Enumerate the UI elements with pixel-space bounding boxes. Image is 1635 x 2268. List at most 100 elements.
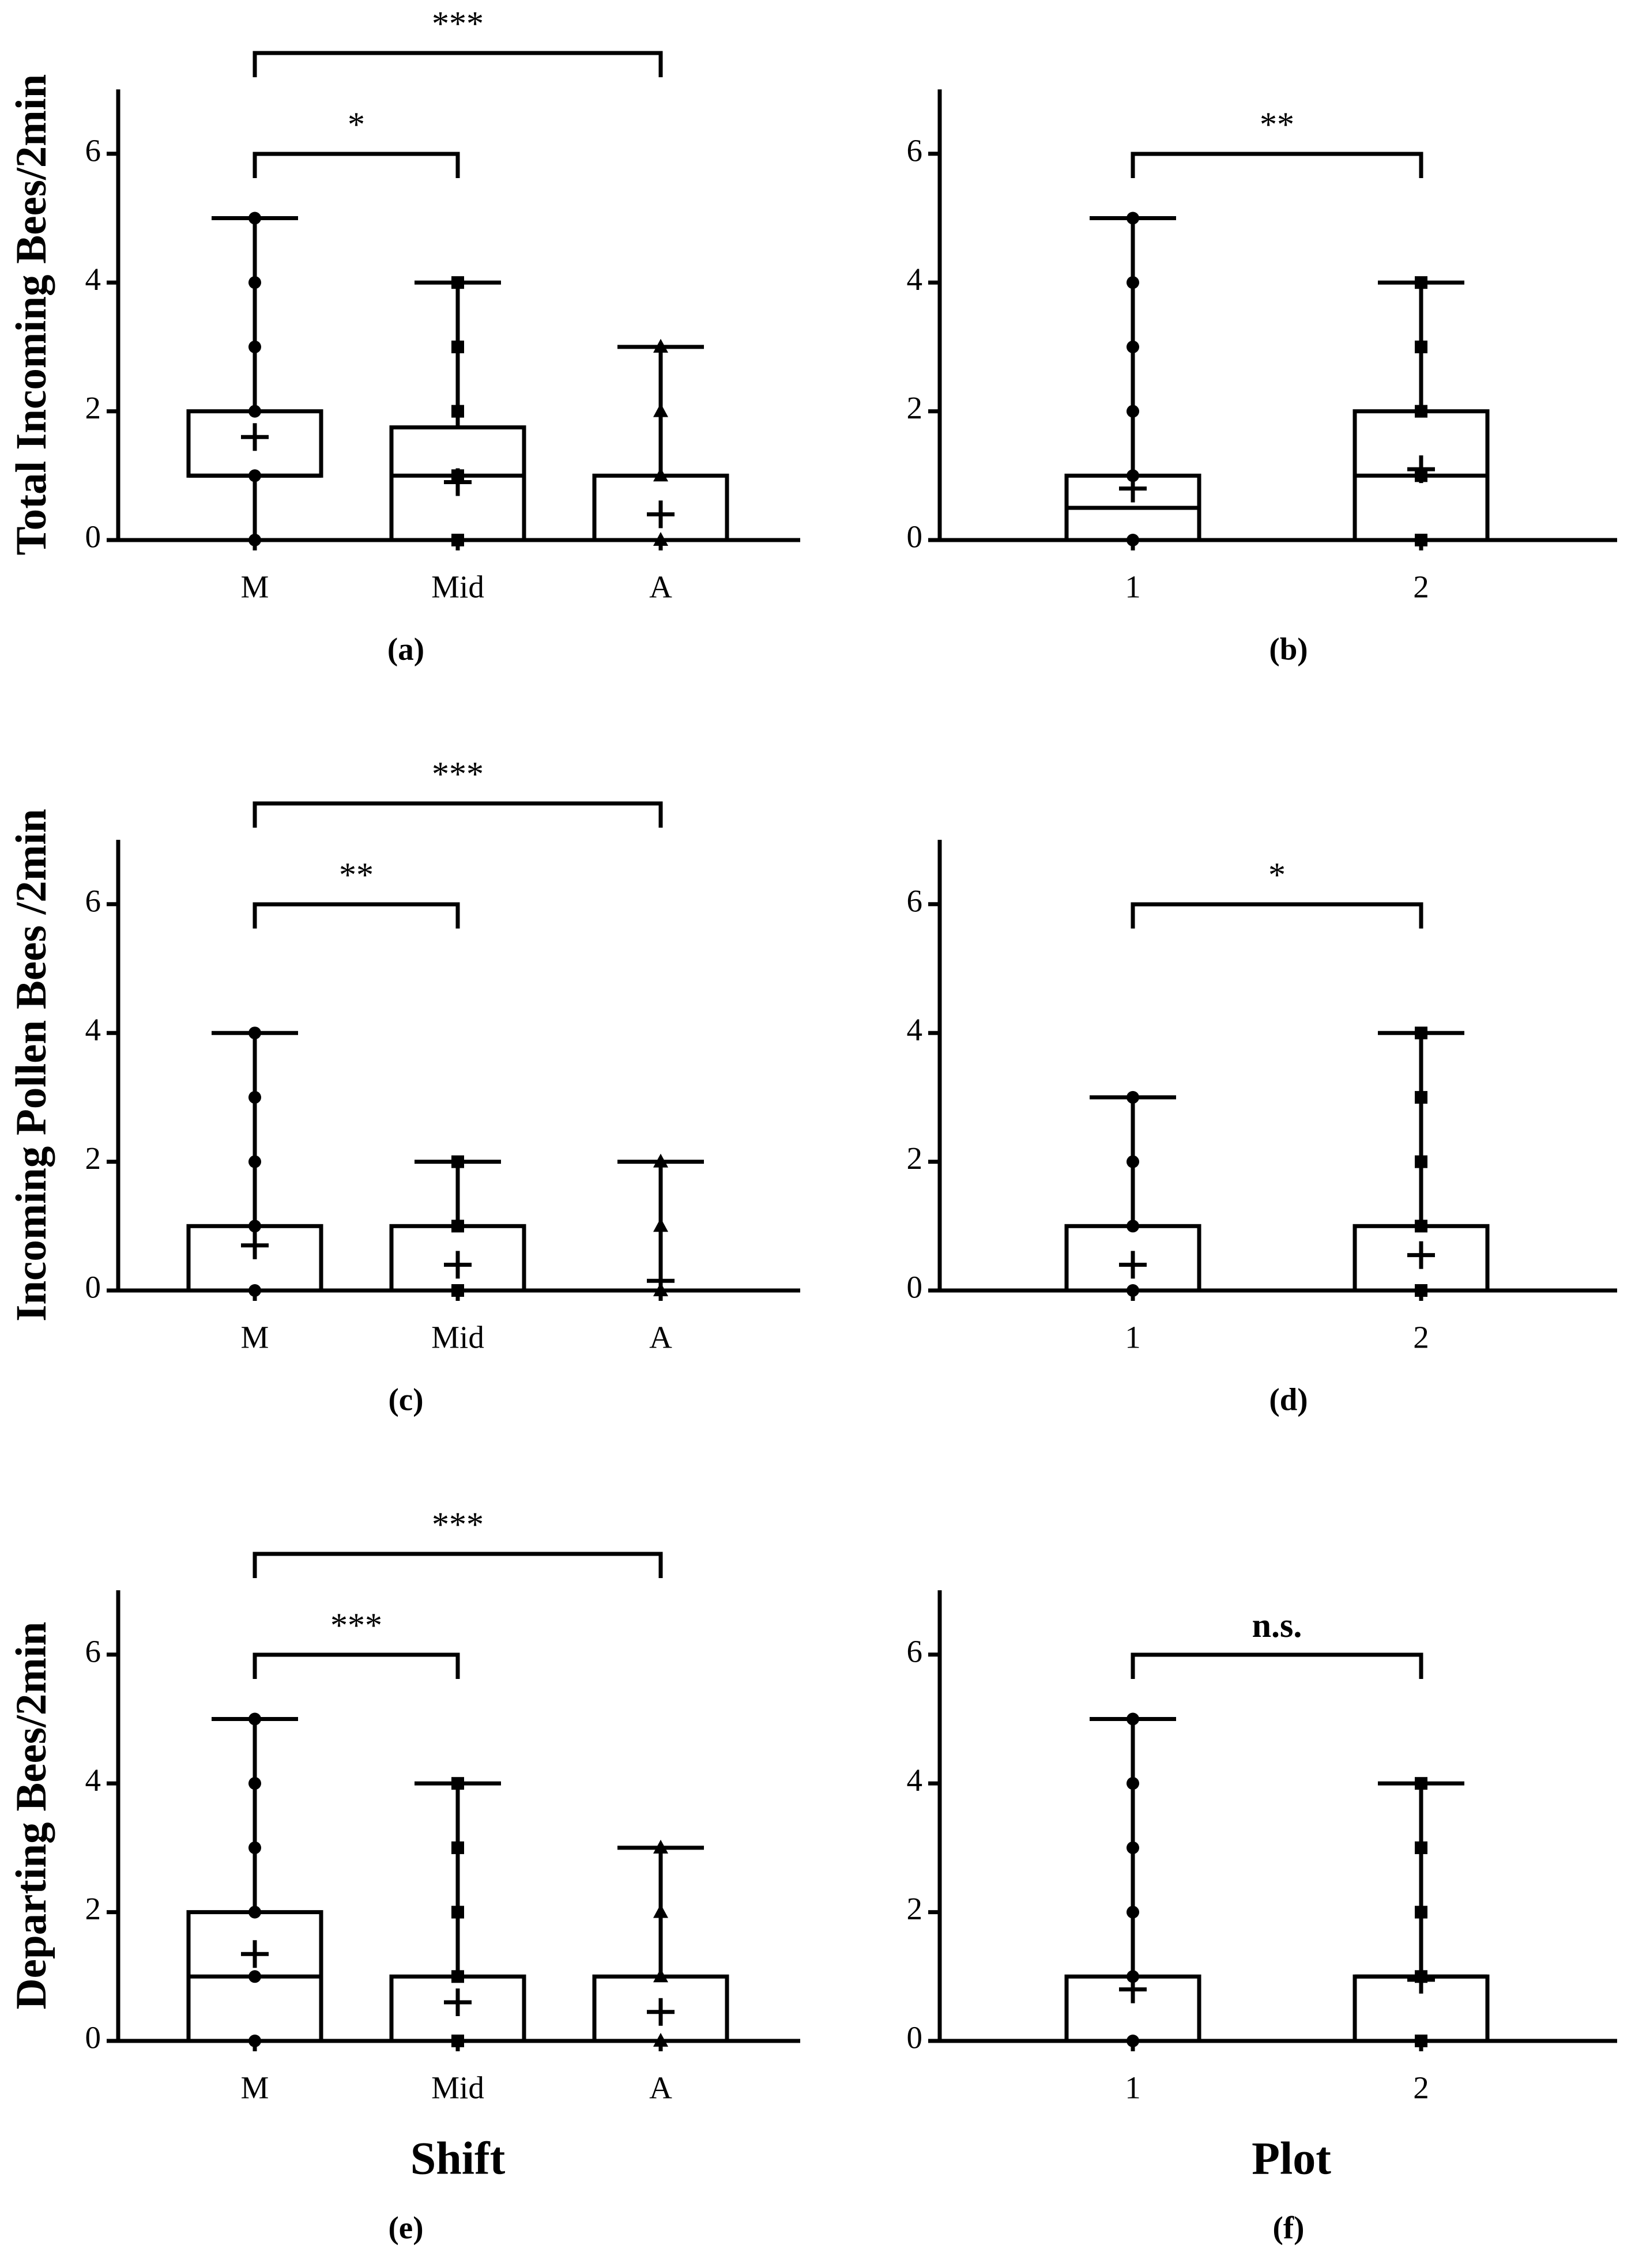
y-tick-label: 2	[907, 390, 923, 425]
data-point	[1127, 1284, 1139, 1297]
y-tick-label: 4	[85, 1763, 101, 1798]
data-point	[653, 532, 668, 546]
x-tick-label: 2	[1413, 2070, 1429, 2105]
data-point	[1415, 276, 1427, 289]
mean-marker	[1407, 1241, 1435, 1269]
data-point	[248, 1090, 261, 1104]
y-tick-label: 2	[907, 1141, 923, 1176]
data-point	[1415, 1220, 1427, 1233]
significance-bracket	[253, 51, 663, 77]
data-point	[653, 1153, 668, 1168]
y-tick-label: 4	[907, 262, 923, 297]
y-tick-label: 0	[907, 519, 923, 554]
data-point	[248, 1777, 261, 1790]
x-tick-label: M	[241, 569, 269, 605]
data-point	[451, 1284, 464, 1297]
mean-marker	[241, 1940, 269, 1968]
data-point	[1415, 534, 1427, 546]
data-point	[248, 534, 261, 546]
data-point	[1415, 1027, 1427, 1040]
data-point	[653, 2033, 668, 2047]
y-axis-title: Incoming Pollen Bees /2min	[7, 809, 55, 1322]
data-point	[1127, 534, 1139, 546]
data-point	[451, 340, 464, 353]
panel-label: (b)	[1269, 632, 1308, 667]
data-point	[248, 1284, 261, 1297]
data-point	[1415, 1841, 1427, 1854]
panel-label: (a)	[387, 632, 424, 667]
x-tick-label: 2	[1413, 1320, 1429, 1355]
data-point	[451, 1841, 464, 1854]
significance-bracket	[1131, 902, 1423, 929]
significance-label: ***	[330, 1606, 382, 1644]
data-point	[1415, 405, 1427, 418]
x-tick-label: 2	[1413, 569, 1429, 605]
data-point	[1415, 2035, 1427, 2047]
data-point	[248, 340, 261, 353]
x-tick-label: A	[649, 569, 672, 605]
significance-label: *	[348, 105, 365, 144]
data-point	[248, 2035, 261, 2047]
data-point	[1415, 1090, 1427, 1104]
y-tick-label: 0	[85, 519, 101, 554]
significance-label: **	[339, 856, 374, 894]
mean-marker	[647, 1267, 675, 1295]
data-point	[248, 469, 261, 482]
data-point	[1127, 1905, 1139, 1919]
y-tick-label: 6	[85, 883, 101, 918]
significance-label: ***	[432, 755, 484, 793]
y-tick-label: 2	[907, 1891, 923, 1926]
y-tick-label: 6	[907, 1633, 923, 1669]
y-tick-label: 4	[85, 262, 101, 297]
data-point	[451, 2035, 464, 2047]
y-tick-label: 0	[85, 2020, 101, 2055]
panel-label: (e)	[388, 2210, 423, 2246]
significance-bracket	[253, 902, 460, 929]
significance-bracket	[253, 801, 663, 828]
data-point	[248, 1841, 261, 1854]
data-point	[451, 534, 464, 546]
data-point	[451, 1777, 464, 1790]
data-point	[248, 1027, 261, 1040]
x-tick-label: 1	[1125, 569, 1141, 605]
data-point	[1127, 1155, 1139, 1168]
data-point	[1127, 1777, 1139, 1790]
data-point	[1127, 1712, 1139, 1726]
mean-marker	[1119, 474, 1147, 503]
mean-marker	[1119, 1975, 1147, 2003]
significance-label: ***	[432, 5, 484, 43]
data-point	[653, 1218, 668, 1232]
y-tick-label: 0	[85, 1270, 101, 1305]
mean-marker	[1119, 1251, 1147, 1279]
x-tick-label: 1	[1125, 2070, 1141, 2105]
y-axis-title: Departing Bees/2min	[7, 1622, 55, 2010]
mean-marker	[1407, 455, 1435, 484]
mean-marker	[444, 1251, 472, 1279]
significance-label: ***	[432, 1505, 484, 1544]
mean-marker	[444, 1988, 472, 2016]
data-point	[653, 1968, 668, 1983]
mean-marker	[647, 1998, 675, 2026]
data-point	[1127, 1841, 1139, 1854]
significance-bracket	[253, 1552, 663, 1578]
data-point	[653, 467, 668, 482]
significance-label: n.s.	[1252, 1606, 1302, 1644]
data-point	[451, 405, 464, 418]
data-point	[653, 1839, 668, 1854]
y-tick-label: 6	[907, 883, 923, 918]
mean-marker	[647, 500, 675, 529]
mean-marker	[241, 1231, 269, 1259]
y-tick-label: 6	[907, 133, 923, 168]
data-point	[1415, 340, 1427, 353]
data-point	[1127, 1220, 1139, 1233]
data-point	[451, 276, 464, 289]
significance-bracket	[1131, 1652, 1423, 1679]
data-point	[653, 1904, 668, 1918]
data-point	[1415, 1284, 1427, 1297]
x-tick-label: Mid	[431, 1320, 484, 1355]
data-point	[451, 1905, 464, 1919]
data-point	[451, 1220, 464, 1233]
panel-label: (c)	[388, 1382, 423, 1417]
x-tick-label: 1	[1125, 1320, 1141, 1355]
